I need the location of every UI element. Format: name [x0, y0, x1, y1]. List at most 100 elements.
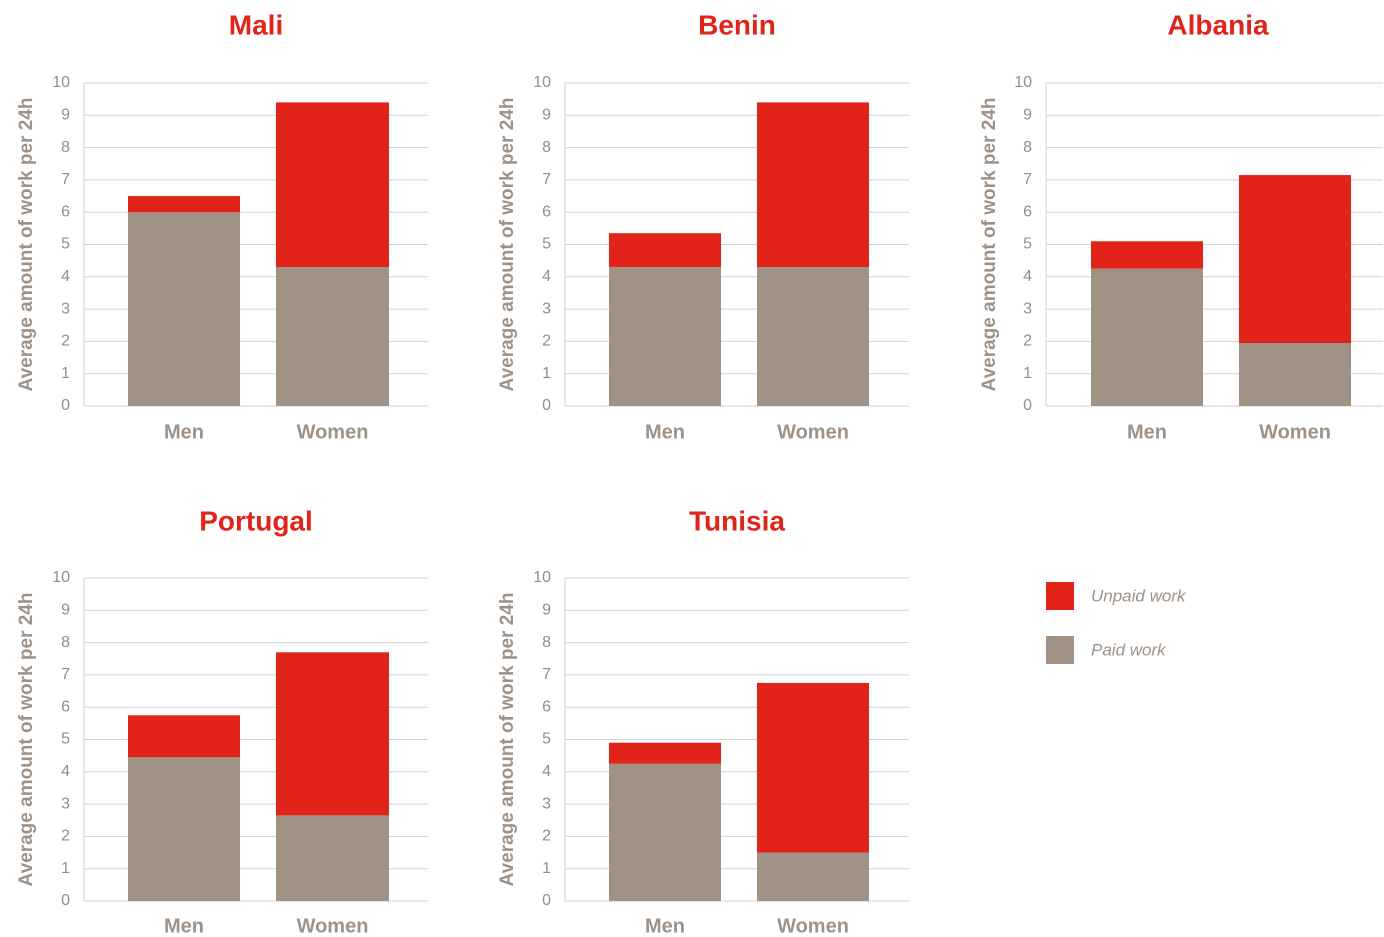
- x-category-label: Men: [164, 421, 204, 443]
- y-tick-label: 3: [542, 300, 551, 317]
- chart-title: Albania: [1167, 9, 1269, 40]
- x-category-label: Women: [1259, 421, 1331, 443]
- y-tick-label: 7: [542, 666, 551, 683]
- legend-label-paid: Paid work: [1091, 640, 1167, 659]
- bar-men-unpaid: [609, 742, 721, 764]
- y-tick-label: 4: [61, 763, 70, 780]
- y-tick-label: 0: [542, 397, 551, 414]
- y-tick-label: 8: [542, 139, 551, 156]
- y-axis-label: Average amount of work per 24h: [16, 593, 37, 887]
- bar-men-unpaid: [1091, 241, 1203, 269]
- x-category-label: Men: [164, 915, 204, 937]
- y-tick-label: 0: [1023, 397, 1032, 414]
- bar-men-paid: [609, 267, 721, 406]
- y-tick-label: 9: [61, 107, 70, 124]
- y-tick-label: 5: [61, 731, 70, 748]
- x-category-label: Women: [777, 915, 849, 937]
- y-tick-label: 7: [542, 171, 551, 188]
- chart-title: Tunisia: [689, 505, 785, 536]
- chart-title: Benin: [698, 9, 776, 40]
- y-tick-label: 10: [533, 74, 551, 91]
- bar-women-unpaid: [276, 102, 389, 268]
- y-tick-label: 9: [61, 602, 70, 619]
- y-tick-label: 10: [52, 74, 70, 91]
- y-tick-label: 0: [61, 892, 70, 909]
- x-category-label: Men: [645, 915, 685, 937]
- y-tick-label: 10: [1014, 74, 1032, 91]
- bar-women-paid: [276, 267, 389, 406]
- chart-panel-tunisia: Tunisia 0 1 2 3 4 5 6 7 8 9 10 Average amount of wor…: [497, 505, 909, 937]
- bar-men-paid: [128, 212, 240, 406]
- y-axis-label: Average amount of work per 24h: [497, 593, 518, 887]
- x-category-label: Women: [297, 421, 369, 443]
- y-tick-label: 6: [61, 698, 70, 715]
- y-tick-label: 2: [61, 333, 70, 350]
- chart-panel-mali: Mali 0 1 2 3 4 5 6 7 8 9 10 Average amount of work p…: [16, 9, 428, 443]
- y-tick-label: 2: [61, 828, 70, 845]
- y-tick-label: 2: [542, 333, 551, 350]
- y-axis-label: Average amount of work per 24h: [497, 98, 518, 392]
- y-tick-label: 7: [1023, 171, 1032, 188]
- y-tick-label: 8: [61, 139, 70, 156]
- chart-panel-albania: Albania 0 1 2 3 4 5 6 7 8 9 10 Average amount of wor…: [979, 9, 1383, 443]
- bar-women-paid: [757, 267, 869, 406]
- y-tick-label: 1: [1023, 365, 1032, 382]
- bar-women-paid: [1239, 343, 1351, 406]
- chart-panel-benin: Benin 0 1 2 3 4 5 6 7 8 9 10 Average amount of work …: [497, 9, 909, 443]
- bar-men-paid: [609, 763, 721, 901]
- chart-title: Portugal: [199, 505, 313, 536]
- bar-men-unpaid: [128, 715, 240, 758]
- bar-men-unpaid: [128, 196, 240, 213]
- y-tick-label: 0: [61, 397, 70, 414]
- y-tick-label: 1: [542, 860, 551, 877]
- y-tick-label: 3: [542, 795, 551, 812]
- y-tick-label: 4: [1023, 268, 1032, 285]
- y-tick-label: 10: [533, 569, 551, 586]
- x-category-label: Women: [777, 421, 849, 443]
- x-category-label: Women: [297, 915, 369, 937]
- chart-title: Mali: [229, 9, 283, 40]
- bar-women-unpaid: [757, 102, 869, 268]
- y-tick-label: 8: [61, 634, 70, 651]
- y-tick-label: 4: [542, 763, 551, 780]
- y-tick-label: 1: [542, 365, 551, 382]
- y-tick-label: 4: [61, 268, 70, 285]
- legend-label-unpaid: Unpaid work: [1091, 586, 1187, 605]
- bar-women-unpaid: [757, 682, 869, 853]
- y-tick-label: 9: [542, 602, 551, 619]
- bar-women-paid: [757, 852, 869, 901]
- y-tick-label: 1: [61, 365, 70, 382]
- bar-women-paid: [276, 815, 389, 901]
- y-tick-label: 9: [542, 107, 551, 124]
- y-axis-label: Average amount of work per 24h: [979, 98, 1000, 392]
- y-tick-label: 2: [542, 828, 551, 845]
- bar-men-paid: [128, 757, 240, 901]
- y-tick-label: 6: [61, 203, 70, 220]
- y-tick-label: 5: [1023, 236, 1032, 253]
- y-tick-label: 5: [61, 236, 70, 253]
- x-category-label: Men: [1127, 421, 1167, 443]
- y-tick-label: 6: [1023, 203, 1032, 220]
- legend: Unpaid work Paid work: [1046, 582, 1187, 664]
- bar-men-paid: [1091, 268, 1203, 406]
- y-tick-label: 3: [61, 795, 70, 812]
- y-tick-label: 0: [542, 892, 551, 909]
- y-tick-label: 5: [542, 731, 551, 748]
- y-tick-label: 9: [1023, 107, 1032, 124]
- y-tick-label: 3: [61, 300, 70, 317]
- y-tick-label: 7: [61, 666, 70, 683]
- y-tick-label: 4: [542, 268, 551, 285]
- x-category-label: Men: [645, 421, 685, 443]
- y-tick-label: 8: [1023, 139, 1032, 156]
- y-tick-label: 7: [61, 171, 70, 188]
- y-tick-label: 1: [61, 860, 70, 877]
- legend-swatch-paid: [1046, 636, 1074, 664]
- y-tick-label: 2: [1023, 333, 1032, 350]
- y-tick-label: 6: [542, 203, 551, 220]
- y-axis-label: Average amount of work per 24h: [16, 98, 37, 392]
- y-tick-label: 5: [542, 236, 551, 253]
- y-tick-label: 6: [542, 698, 551, 715]
- bar-women-unpaid: [276, 652, 389, 816]
- bar-men-unpaid: [609, 233, 721, 268]
